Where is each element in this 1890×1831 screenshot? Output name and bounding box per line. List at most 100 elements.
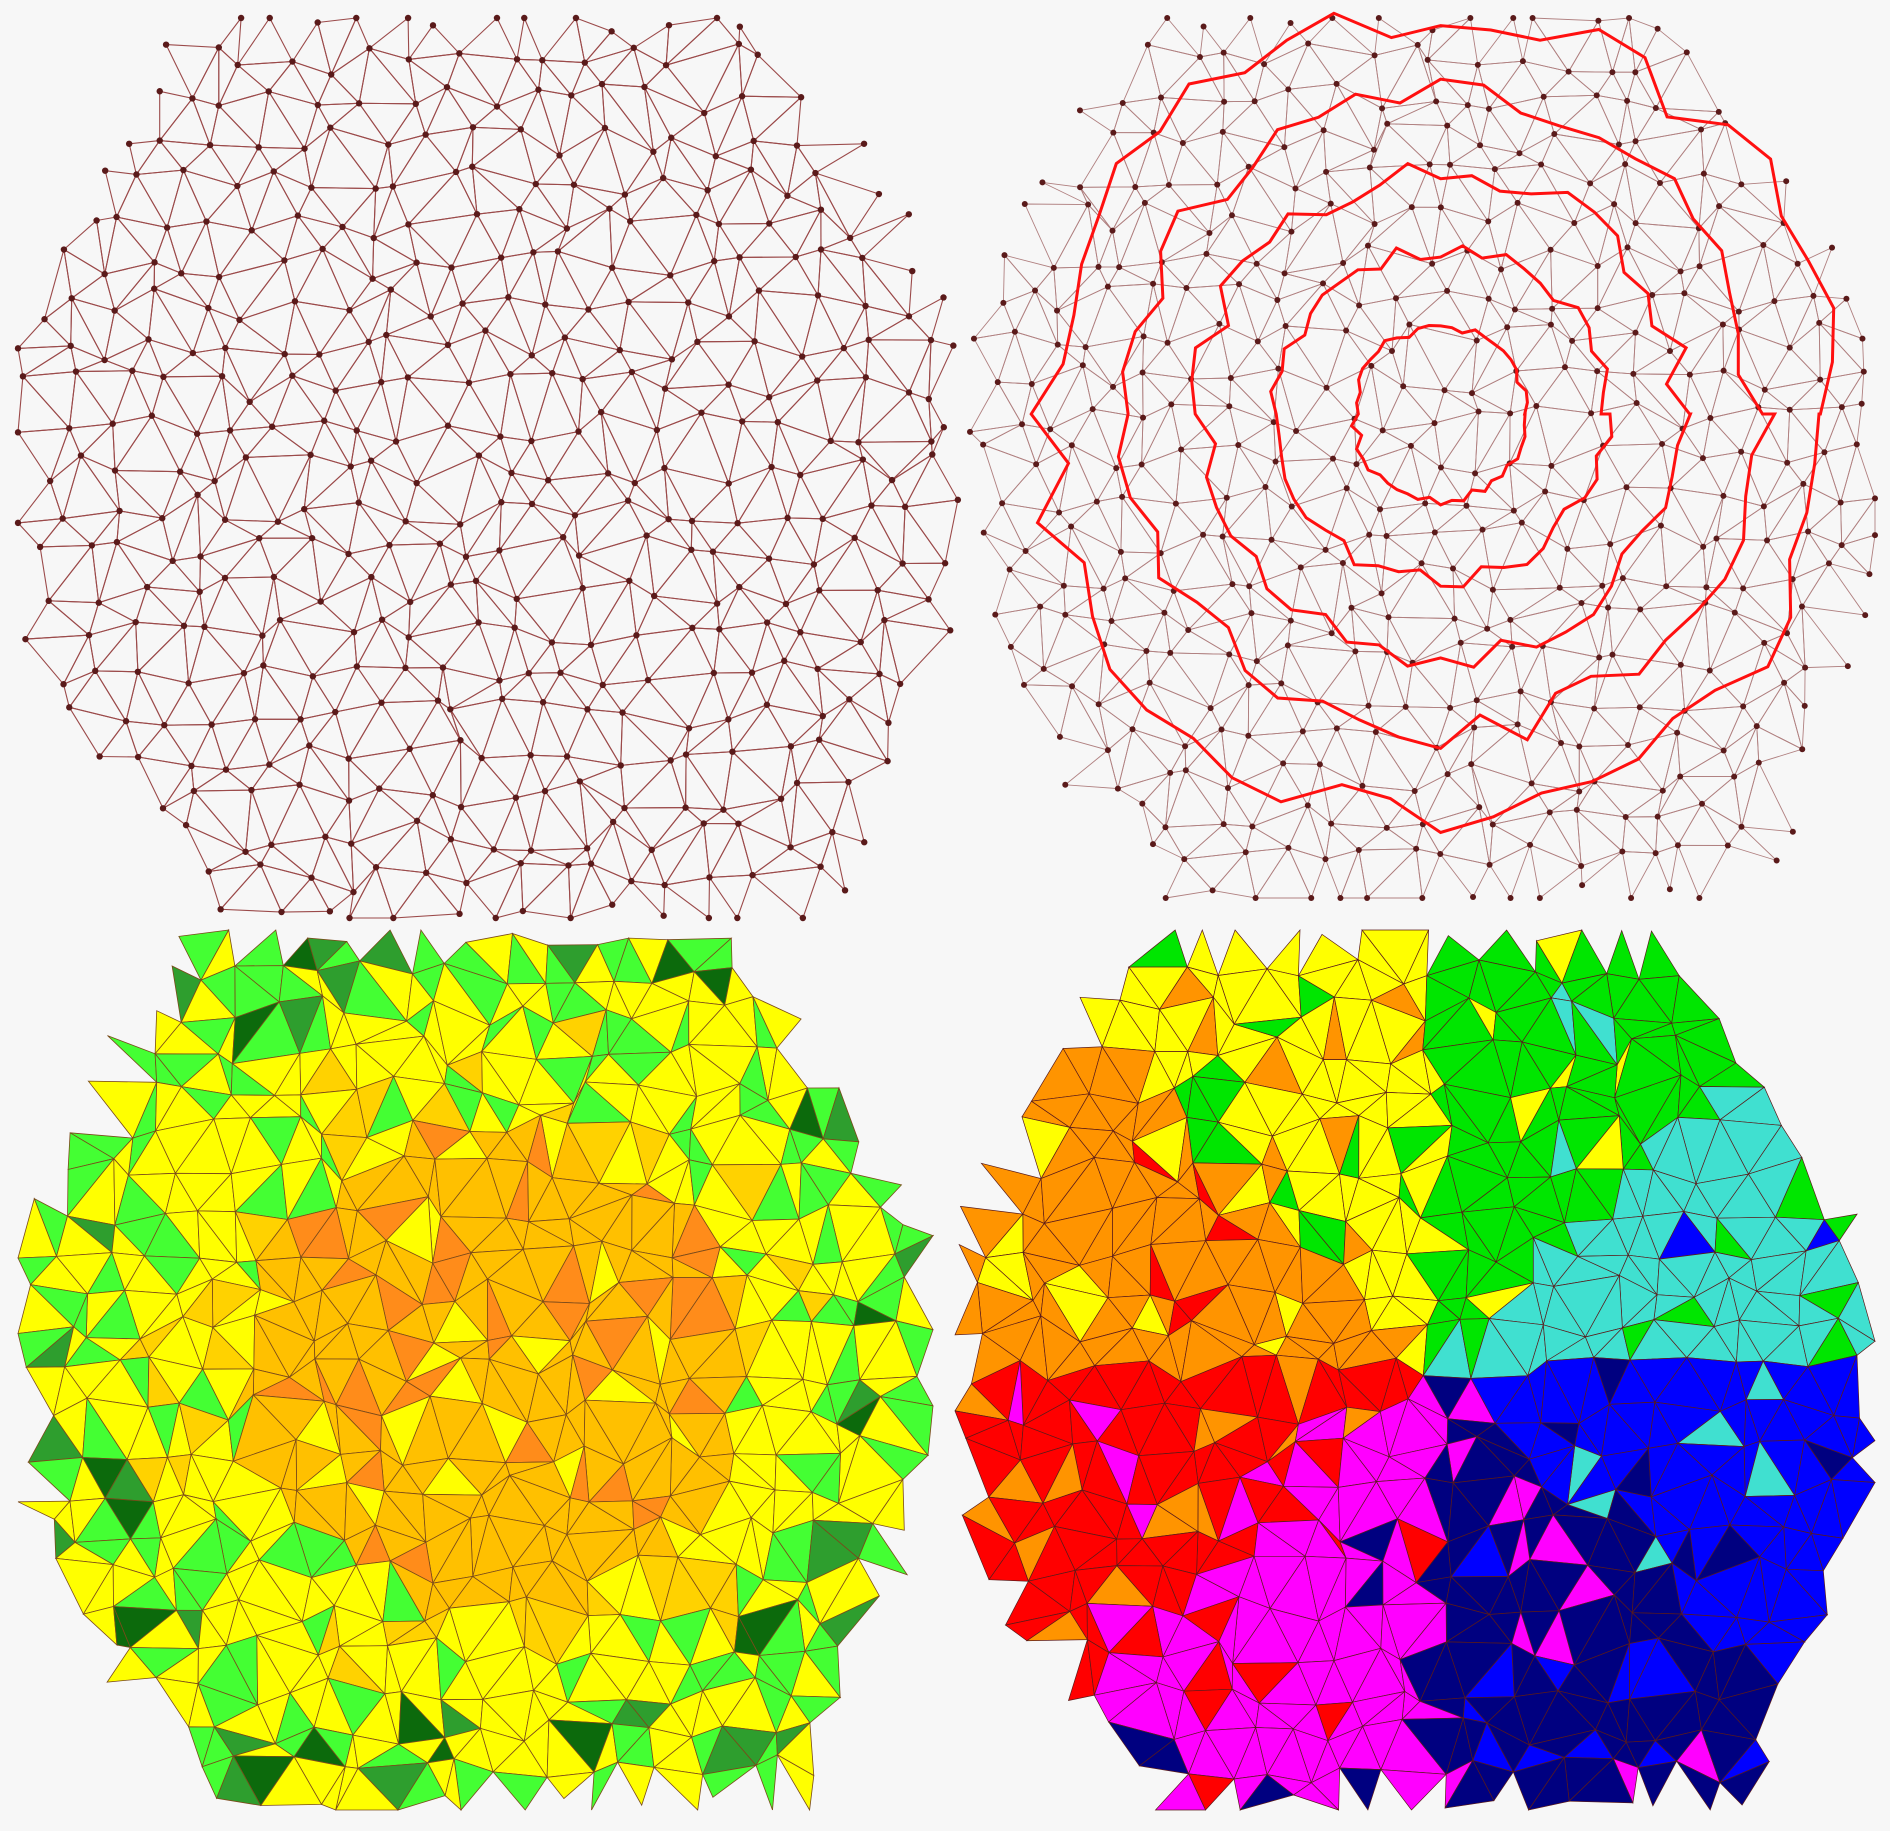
mesh-node [1268,536,1275,543]
mesh-node [339,223,346,231]
mesh-node [1219,128,1226,135]
mesh-node [1674,842,1681,849]
mesh-node [667,757,674,764]
mesh-node [321,417,328,424]
mesh-node [444,422,452,429]
mesh-node [1229,581,1236,588]
filled-triangle [1444,1759,1495,1809]
mesh-node [1698,800,1705,807]
mesh-node [583,845,591,852]
mesh-node [497,433,504,440]
mesh-node [899,560,906,567]
mesh-node [1355,847,1362,854]
mesh-triangle [569,862,613,919]
mesh-node [604,470,612,477]
mesh-node [1220,49,1227,56]
mesh-node [314,19,321,26]
mesh-node [734,914,741,922]
mesh-node [1843,295,1850,302]
mesh-node [1683,49,1690,56]
mesh-node [1611,201,1618,208]
mesh-node [829,828,836,836]
mesh-node [193,430,201,437]
mesh-node [748,669,756,676]
mesh-node [1021,201,1028,208]
mesh-node [725,313,733,320]
mesh-node [180,166,187,174]
mesh-node [606,205,613,212]
filled-triangle [396,1762,446,1811]
mesh-node [215,273,223,281]
mesh-node [1609,651,1616,658]
mesh-node [665,515,672,523]
filled-triangle [113,1606,131,1649]
mesh-node [1783,178,1790,185]
mesh-node [96,753,103,760]
mesh-node [1551,130,1558,137]
mesh-node [1179,140,1186,147]
mesh-node [1343,485,1350,492]
mesh-node [1068,442,1075,449]
mesh-node [1735,308,1742,315]
mesh-node [134,668,142,676]
mesh-node [563,753,571,760]
filled-triangle [1744,1641,1806,1685]
mesh-node [301,145,308,152]
mesh-node [1165,181,1172,188]
mesh-node [1485,218,1492,225]
mesh-node [111,307,118,314]
mesh-node [447,581,455,588]
mesh-node [444,341,452,349]
mesh-node [242,848,249,855]
mesh-node [326,908,334,915]
mesh-node [750,137,757,145]
mesh-node [1109,227,1116,234]
mesh-node [1619,575,1626,582]
mesh-node [353,427,360,434]
mesh-node [1548,462,1555,469]
mesh-node [1104,283,1111,290]
mesh-node [621,804,628,812]
mesh-node [1262,483,1269,490]
mesh-node [196,588,203,595]
mesh-node [700,820,707,827]
mesh-node [1245,163,1252,170]
triangulation-wireframe-panel [14,14,962,922]
mesh-node [874,586,881,594]
mesh-node [1719,321,1726,328]
mesh-node [355,499,362,506]
mesh-node [1138,461,1145,468]
filled-triangle [1339,1767,1382,1811]
mesh-node [1227,374,1234,381]
mesh-node [1471,724,1478,731]
mesh-node [729,748,736,755]
mesh-node [725,716,732,723]
mesh-node [291,298,299,305]
mesh-node [617,762,624,769]
mesh-node [1056,509,1063,516]
mesh-node [1872,495,1878,502]
mesh-node [368,573,375,581]
mesh-node [1275,365,1282,372]
mesh-node [1514,199,1521,206]
mesh-node [1529,15,1536,21]
mesh-node [1703,584,1710,591]
mesh-node [1320,127,1327,134]
mesh-node [472,577,480,585]
mesh-node [1424,56,1431,63]
mesh-node [1626,15,1633,21]
mesh-node [1168,401,1175,408]
mesh-node [1579,882,1586,889]
mesh-node [1158,94,1165,101]
mesh-node [1359,782,1366,789]
mesh-node [159,515,166,522]
mesh-node [22,635,29,643]
mesh-node [846,696,853,703]
filled-triangle [849,1172,903,1208]
mesh-node [203,218,210,225]
mesh-node [1285,86,1292,93]
mesh-node [815,736,823,743]
mesh-node [1470,893,1477,900]
mesh-node [378,616,386,623]
